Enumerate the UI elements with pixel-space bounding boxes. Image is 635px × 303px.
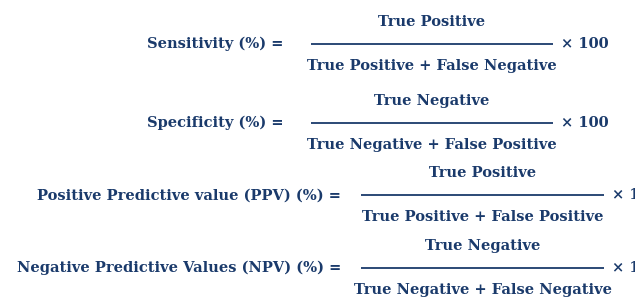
Text: Positive Predictive value (PPV) (%) =: Positive Predictive value (PPV) (%) = <box>37 188 346 202</box>
Text: True Negative: True Negative <box>425 239 540 253</box>
Text: × 100: × 100 <box>561 116 608 130</box>
Text: True Positive: True Positive <box>378 15 485 29</box>
Text: Negative Predictive Values (NPV) (%) =: Negative Predictive Values (NPV) (%) = <box>17 261 346 275</box>
Text: × 100: × 100 <box>561 37 608 51</box>
Text: Sensitivity (%) =: Sensitivity (%) = <box>147 37 289 51</box>
Text: True Positive + False Negative: True Positive + False Negative <box>307 59 557 73</box>
Text: True Negative: True Negative <box>374 94 490 108</box>
Text: × 100: × 100 <box>612 261 635 275</box>
Text: True Positive: True Positive <box>429 166 536 181</box>
Text: True Negative + False Negative: True Negative + False Negative <box>354 283 612 297</box>
Text: True Positive + False Positive: True Positive + False Positive <box>362 210 603 225</box>
Text: Specificity (%) =: Specificity (%) = <box>147 115 289 130</box>
Text: × 100: × 100 <box>612 188 635 202</box>
Text: True Negative + False Positive: True Negative + False Positive <box>307 138 557 152</box>
